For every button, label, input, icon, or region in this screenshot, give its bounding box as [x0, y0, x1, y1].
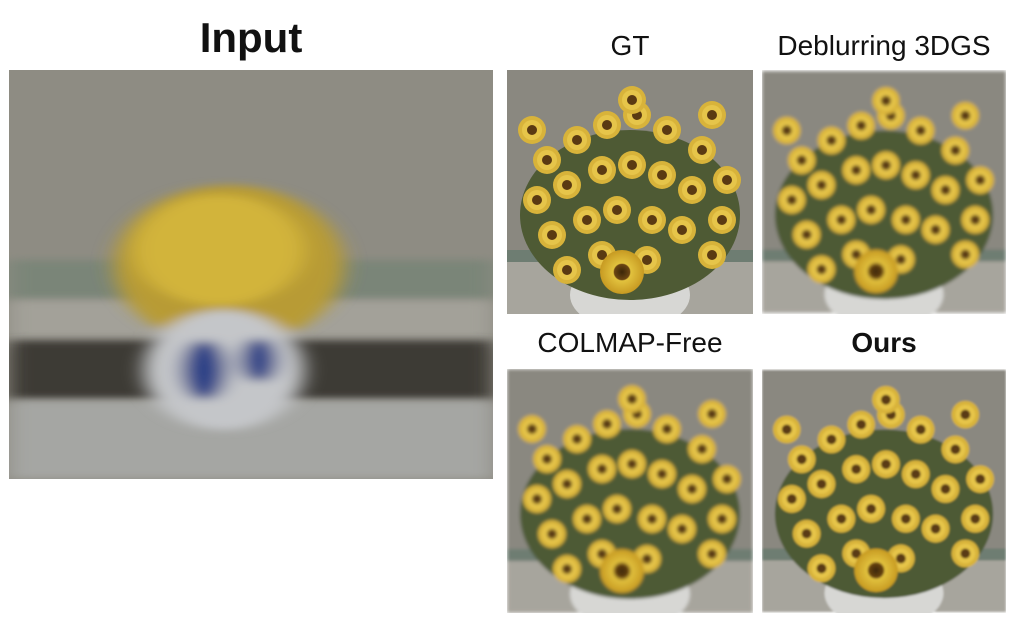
gt-image — [507, 70, 753, 314]
input-image — [9, 70, 493, 479]
ours-image — [762, 369, 1006, 613]
colmap-free-title: COLMAP-Free — [537, 327, 723, 358]
deblurring-3dgs-title: Deblurring 3DGS — [777, 30, 991, 61]
gt-title: GT — [610, 30, 650, 61]
input-title: Input — [199, 14, 303, 61]
ours-title: Ours — [851, 327, 917, 358]
deblurring-3dgs-image — [762, 70, 1006, 314]
colmap-free-image — [507, 369, 753, 613]
